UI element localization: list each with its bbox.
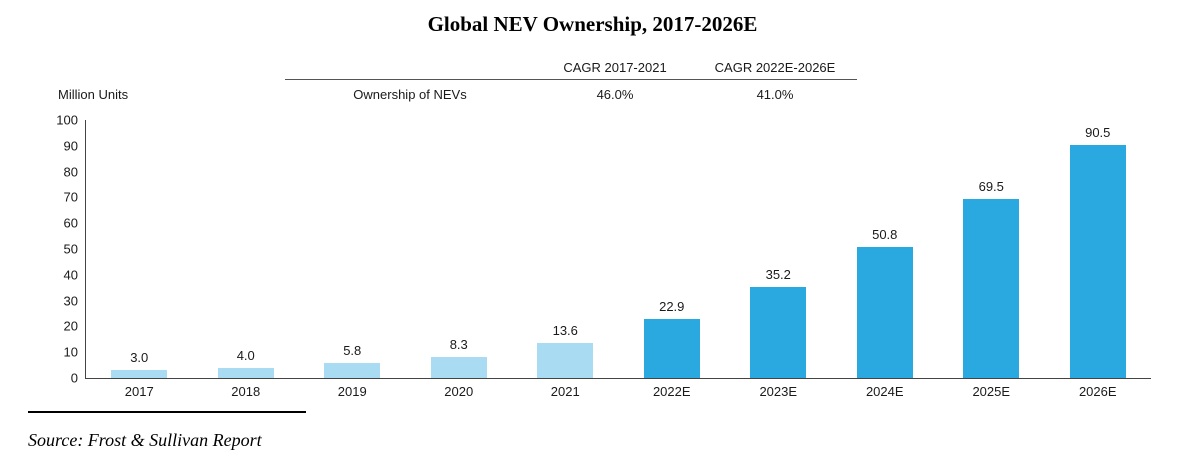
bar-2025E [963, 198, 1020, 378]
y-axis-unit-label: Million Units [58, 87, 129, 102]
x-axis-category-label: 2020 [444, 384, 474, 399]
y-tick-label: 60 [63, 215, 78, 231]
y-tick-label: 40 [63, 267, 78, 283]
bar-2018 [217, 367, 274, 378]
bar-2017 [111, 370, 168, 378]
x-axis-category-label: 2023E [759, 384, 798, 399]
bar-value-label: 35.2 [765, 267, 791, 283]
bar-2020 [430, 356, 487, 378]
y-tick-label: 80 [63, 164, 78, 180]
bar-value-label: 5.8 [343, 343, 362, 359]
x-axis-category-label: 2024E [865, 384, 904, 399]
bar-value-label: 50.8 [872, 226, 898, 242]
chart-title: Global NEV Ownership, 2017-2026E [427, 12, 758, 36]
source-divider-line [28, 411, 306, 413]
x-axis-category-label: 2022E [652, 384, 691, 399]
x-axis-category-label: 2018 [231, 384, 261, 399]
x-axis-category-label: 2017 [124, 384, 154, 399]
y-tick-label: 100 [56, 112, 78, 128]
bar-2019 [324, 363, 381, 378]
x-axis-category-label: 2021 [550, 384, 580, 399]
x-axis-category-label: 2026E [1078, 384, 1117, 399]
header-divider-line [285, 79, 857, 80]
y-tick-label: 70 [63, 189, 78, 205]
y-tick-label: 0 [70, 370, 78, 386]
bar-2024E [856, 246, 913, 378]
y-tick-label: 20 [63, 318, 78, 334]
cagr-header-2017-2021: CAGR 2017-2021 [563, 60, 667, 75]
series-row-label: Ownership of NEVs [353, 87, 467, 102]
cagr-header-2022e-2026e: CAGR 2022E-2026E [714, 60, 836, 75]
y-tick-label: 10 [63, 344, 78, 360]
bar-value-label: 22.9 [659, 298, 685, 314]
bar-value-label: 3.0 [130, 350, 149, 366]
y-tick-label: 50 [63, 241, 78, 257]
bar-value-label: 4.0 [236, 347, 255, 363]
source-note: Source: Frost & Sullivan Report [28, 430, 262, 450]
y-tick-label: 90 [63, 138, 78, 154]
chart-plot-area: 0 10 20 30 40 50 60 70 80 90 100 3.0 2017 4.0 2018 5.8 2… [56, 113, 1151, 399]
bar-value-label: 13.6 [552, 322, 578, 338]
bar-value-label: 69.5 [978, 178, 1004, 194]
cagr-value-2022e-2026e: 41.0% [756, 87, 794, 102]
bar-2026E [1069, 144, 1126, 378]
bar-2023E [750, 287, 807, 378]
x-axis-category-label: 2025E [972, 384, 1011, 399]
y-tick-label: 30 [63, 293, 78, 309]
bar-value-label: 8.3 [449, 336, 468, 352]
bar-value-label: 90.5 [1085, 124, 1111, 140]
x-axis-category-label: 2019 [337, 384, 367, 399]
bar-2021 [537, 342, 594, 378]
cagr-value-2017-2021: 46.0% [596, 87, 634, 102]
bar-2022E [643, 318, 700, 378]
